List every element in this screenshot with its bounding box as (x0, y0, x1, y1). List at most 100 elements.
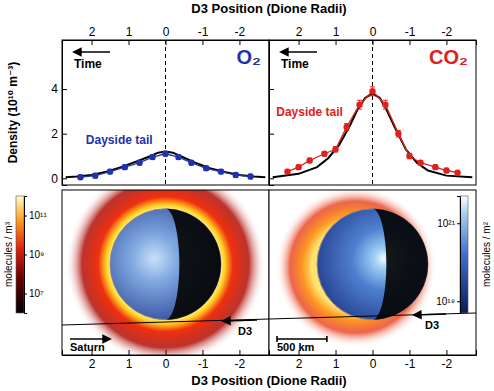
moon (110, 209, 221, 320)
plot-frame (269, 40, 476, 185)
night-side (373, 209, 428, 320)
tick-mark (62, 89, 67, 90)
axis: 210-1-2 (63, 25, 270, 45)
tick: 2 (89, 350, 96, 371)
direction-arrow (223, 320, 257, 321)
tick-mark (202, 350, 203, 355)
error-bar (137, 160, 142, 164)
data-point (175, 154, 181, 160)
tick-mark (24, 294, 27, 295)
data-point (149, 154, 155, 160)
tick: -2 (442, 350, 453, 371)
tick-label: 2 (89, 25, 96, 39)
exosphere-halo (275, 190, 436, 347)
tick: 10¹¹ (24, 210, 47, 221)
data-point (188, 159, 194, 165)
annotation: Time (281, 57, 309, 71)
tick-mark (24, 255, 27, 256)
annotation: D3 (238, 325, 252, 337)
tick-mark (202, 40, 203, 45)
error-bar (108, 169, 113, 173)
colorbar (16, 196, 24, 313)
colorbar-title: molecules / m² (481, 221, 492, 287)
tick-label: 1 (126, 25, 133, 39)
axis-line (270, 41, 477, 46)
data-point (443, 167, 449, 173)
figure: 210-1-2024Density (10¹⁰ m⁻³)D3 Position … (0, 0, 494, 391)
tick-label: 1 (333, 25, 340, 39)
tick: 2 (296, 350, 303, 371)
tick-label: 2 (89, 357, 96, 371)
tick-label: 10⁷ (29, 288, 44, 299)
tick-mark (92, 40, 93, 45)
error-bar (78, 175, 83, 179)
data-point (395, 130, 401, 136)
tick: 2 (296, 25, 303, 45)
tick-mark (129, 350, 130, 355)
plot-frame (62, 190, 269, 355)
data-point (369, 88, 375, 94)
time-arrow (281, 51, 317, 53)
annotation: Time (74, 57, 102, 71)
data-point (356, 101, 362, 107)
error-bar (357, 100, 362, 109)
error-bar (455, 171, 460, 175)
tick-label: 10¹¹ (29, 210, 47, 221)
tick-mark (299, 40, 300, 45)
night-side (166, 209, 221, 320)
data-point (233, 172, 239, 178)
tick: 0 (370, 350, 377, 371)
plot-area (273, 87, 473, 177)
annotation: D3 (425, 319, 439, 331)
error-bar (433, 165, 438, 169)
data-point (122, 164, 128, 170)
tick-label: 10⁹ (29, 249, 44, 260)
error-bar (370, 87, 375, 96)
axis-line (457, 197, 461, 314)
error-bar (233, 173, 238, 177)
axis-line (25, 197, 28, 314)
tick: 0 (370, 25, 377, 45)
tick-mark (373, 350, 374, 355)
panel-title: CO₂ (429, 46, 468, 68)
tick-mark (269, 89, 274, 90)
plot-area (66, 151, 266, 181)
tick-mark (409, 350, 410, 355)
tick-label: 2 (296, 357, 303, 371)
data-point (295, 164, 301, 170)
tick-label: 2 (51, 127, 58, 141)
tick: 0 (51, 172, 67, 186)
tick-label: 0 (51, 172, 58, 186)
tick: 0 (163, 350, 170, 371)
tick-label: 2 (296, 25, 303, 39)
tick: 1 (333, 25, 340, 45)
tick-mark (457, 223, 460, 224)
panel-title: O₂ (237, 46, 261, 68)
colorbar-title: molecules / m³ (3, 221, 14, 287)
tick (269, 89, 274, 90)
error-bar (163, 152, 168, 156)
tick: -1 (198, 25, 209, 45)
tick-label: 10²¹ (437, 218, 455, 229)
tick-mark (129, 40, 130, 45)
axis: 10⁷ 10⁹ 10¹¹ (24, 197, 47, 314)
annotation: 500 km (277, 341, 315, 353)
tick-label: -1 (198, 357, 209, 371)
reference-line (165, 40, 166, 185)
axis-line (270, 41, 275, 186)
tick-mark (409, 40, 410, 45)
axis: 10¹⁹10²¹ (436, 197, 460, 314)
tick-mark (336, 350, 337, 355)
tick-label: -2 (442, 357, 453, 371)
error-bar (285, 169, 290, 173)
tick-mark (446, 40, 447, 45)
tick-label: 0 (370, 25, 377, 39)
data-point (107, 168, 113, 174)
tick-label: 4 (51, 82, 58, 96)
tick-mark (269, 178, 274, 179)
tick: 2 (51, 127, 67, 141)
error-bar (383, 100, 388, 109)
data-point (406, 153, 412, 159)
tick-label: -2 (235, 357, 246, 371)
axis: 210-1-2 (270, 350, 477, 371)
